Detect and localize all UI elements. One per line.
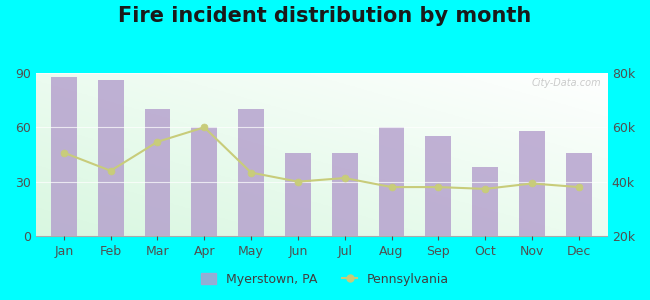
Bar (238, 109, 264, 236)
Bar (191, 127, 217, 236)
Bar (51, 76, 77, 236)
Bar (519, 131, 545, 236)
Bar (144, 109, 170, 236)
Bar (426, 136, 451, 236)
Bar (285, 153, 311, 236)
Text: City-Data.com: City-Data.com (532, 78, 601, 88)
Bar (566, 153, 592, 236)
Text: Fire incident distribution by month: Fire incident distribution by month (118, 6, 532, 26)
Bar (473, 167, 498, 236)
Bar (379, 127, 404, 236)
Bar (98, 80, 124, 236)
Legend: Myerstown, PA, Pennsylvania: Myerstown, PA, Pennsylvania (196, 268, 454, 291)
Bar (332, 153, 358, 236)
